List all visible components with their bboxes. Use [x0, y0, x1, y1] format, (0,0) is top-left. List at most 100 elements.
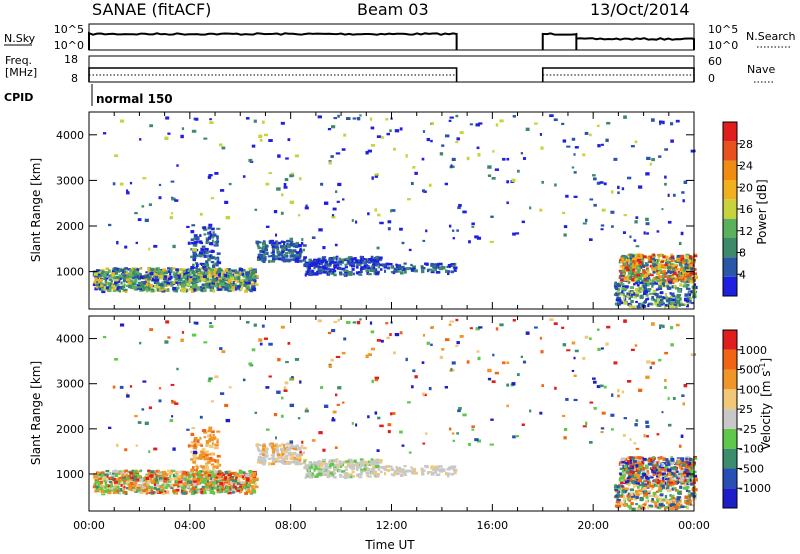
power-echo-cell — [685, 272, 689, 275]
power-echo-cell — [302, 248, 306, 252]
velocity-echo-cell — [103, 485, 107, 489]
power-echo-cell — [629, 267, 632, 271]
power-echo-cell — [241, 270, 245, 274]
velocity-echo-cell — [199, 454, 203, 458]
power-echo-cell — [289, 237, 294, 241]
velocity-echo-cell — [178, 480, 183, 484]
power-echo-cell — [344, 266, 349, 269]
power-echo-cell — [203, 228, 208, 231]
velocity-echo-cell — [150, 491, 153, 495]
power-echo-cell — [359, 268, 363, 272]
power-echo-cell — [677, 275, 681, 278]
power-echo-cell — [688, 293, 691, 297]
power-echo-cell — [561, 122, 565, 126]
velocity-echo-cell — [186, 478, 190, 481]
velocity-echo-cell — [207, 429, 212, 433]
power-echo-cell — [289, 243, 292, 246]
velocity-echo-cell — [242, 478, 247, 481]
power-echo-cell — [203, 254, 208, 258]
power-echo-cell — [603, 182, 607, 186]
velocity-echo-cell — [212, 465, 217, 468]
power-echo-cell — [657, 255, 660, 259]
velocity-echo-cell — [636, 473, 640, 477]
velocity-echo-cell — [118, 479, 121, 484]
power-echo-cell — [621, 258, 625, 261]
power-echo-cell — [178, 277, 183, 282]
nave-tick-top: 60 — [708, 55, 722, 68]
velocity-echo-cell — [285, 448, 288, 451]
power-echo-cell — [214, 256, 217, 261]
velocity-echo-cell — [664, 458, 669, 462]
power-echo-cell — [329, 269, 332, 273]
date-label: 13/Oct/2014 — [590, 0, 690, 19]
power-echo-cell — [242, 268, 246, 272]
power-echo-cell — [622, 231, 626, 234]
power-echo-cell — [210, 242, 214, 246]
power-echo-cell — [442, 266, 446, 270]
velocity-echo-cell — [652, 456, 655, 459]
power-echo-cell — [387, 227, 391, 231]
velocity-echo-cell — [183, 477, 187, 481]
power-echo-cell — [160, 286, 164, 290]
power-echo-cell — [456, 229, 459, 232]
velocity-echo-cell — [244, 483, 247, 487]
power-echo-cell — [450, 164, 453, 168]
power-echo-cell — [172, 271, 175, 275]
power-echo-cell — [525, 127, 530, 132]
power-echo-cell — [218, 286, 222, 289]
power-echo-cell — [632, 265, 636, 269]
velocity-echo-cell — [351, 464, 356, 468]
velocity-echo-cell — [157, 486, 163, 490]
velocity-echo-cell — [447, 473, 450, 478]
power-echo-cell — [238, 283, 244, 288]
power-echo-cell — [338, 257, 342, 261]
velocity-echo-cell — [641, 490, 644, 493]
velocity-echo-cell — [658, 486, 662, 490]
power-echo-cell — [202, 264, 207, 267]
power-echo-cell — [204, 271, 209, 275]
freq-label-line1: Freq. — [5, 54, 32, 67]
power-echo-cell — [622, 296, 625, 300]
power-echo-cell — [630, 256, 634, 260]
velocity-echo-cell — [666, 460, 671, 464]
power-echo-cell — [165, 116, 170, 120]
power-echo-cell — [180, 277, 185, 280]
velocity-echo-cell — [112, 477, 117, 482]
velocity-echo-cell — [614, 504, 618, 508]
velocity-echo-cell — [636, 486, 640, 489]
power-echo-cell — [651, 274, 654, 277]
power-echo-cell — [245, 287, 248, 291]
velocity-echo-cell — [209, 433, 212, 437]
velocity-echo-cell — [217, 485, 220, 488]
velocity-echo-cell — [150, 487, 153, 491]
power-echo-cell — [447, 271, 450, 276]
power-echo-cell — [209, 286, 212, 289]
velocity-echo-cell — [216, 472, 220, 476]
velocity-echo-cell — [270, 462, 276, 466]
velocity-echo-cell — [627, 456, 631, 460]
power-echo-cell — [352, 272, 355, 276]
velocity-echo-cell — [375, 464, 380, 468]
velocity-echo-cell — [245, 473, 250, 478]
power-echo-cell — [635, 276, 641, 279]
velocity-echo-cell — [216, 446, 219, 450]
velocity-echo-cell — [190, 468, 194, 472]
velocity-echo-cell — [639, 465, 642, 469]
power-echo-cell — [195, 265, 198, 269]
power-echo-cell — [256, 256, 261, 260]
velocity-echo-cell — [201, 448, 206, 451]
power-echo-cell — [661, 260, 664, 263]
power-echo-cell — [211, 282, 216, 285]
nsky-right-tick-top: 10^5 — [708, 23, 738, 36]
velocity-echo-cell — [140, 483, 145, 486]
power-echo-cell — [410, 263, 413, 267]
power-echo-cell — [237, 285, 242, 288]
power-echo-cell — [292, 244, 297, 248]
power-echo-cell — [317, 115, 322, 119]
power-echo-cell — [94, 278, 100, 282]
velocity-echo-cell — [345, 460, 350, 463]
power-echo-cell — [363, 265, 367, 269]
velocity-echo-cell — [637, 456, 642, 459]
power-echo-cell — [335, 257, 338, 261]
velocity-echo-cell — [350, 467, 356, 470]
